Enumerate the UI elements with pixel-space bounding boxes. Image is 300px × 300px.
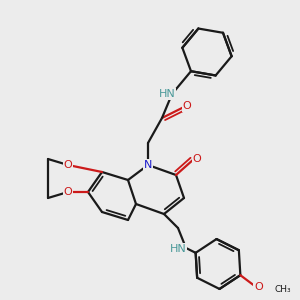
Text: O: O <box>64 160 72 170</box>
Text: O: O <box>64 187 72 197</box>
Text: N: N <box>144 160 152 170</box>
Text: HN: HN <box>159 89 176 99</box>
Text: O: O <box>254 282 263 292</box>
Text: O: O <box>193 154 201 164</box>
Text: O: O <box>183 101 191 111</box>
Text: HN: HN <box>169 244 186 254</box>
Text: CH₃: CH₃ <box>274 285 291 294</box>
